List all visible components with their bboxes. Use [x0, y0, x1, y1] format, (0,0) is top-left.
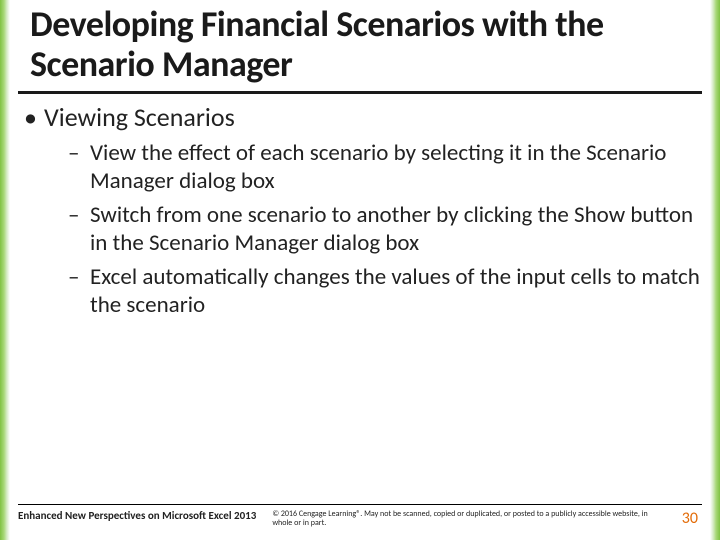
slide-content: Developing Financial Scenarios with the …: [18, 0, 702, 540]
footer-book-title: Enhanced New Perspectives on Microsoft E…: [18, 509, 256, 522]
page-number: 30: [682, 509, 702, 528]
footer-copyright: © 2016 Cengage Learning®. May not be sca…: [272, 509, 665, 528]
slide-border-left: [0, 0, 10, 540]
bullet-level1: Viewing Scenarios: [18, 102, 702, 133]
bullet-level2: Excel automatically changes the values o…: [18, 263, 702, 319]
bullet-level2: Switch from one scenario to another by c…: [18, 201, 702, 257]
slide-title: Developing Financial Scenarios with the …: [18, 0, 702, 94]
slide-footer: Enhanced New Perspectives on Microsoft E…: [18, 504, 702, 528]
bullet-level2: View the effect of each scenario by sele…: [18, 139, 702, 195]
slide-border-right: [710, 0, 720, 540]
